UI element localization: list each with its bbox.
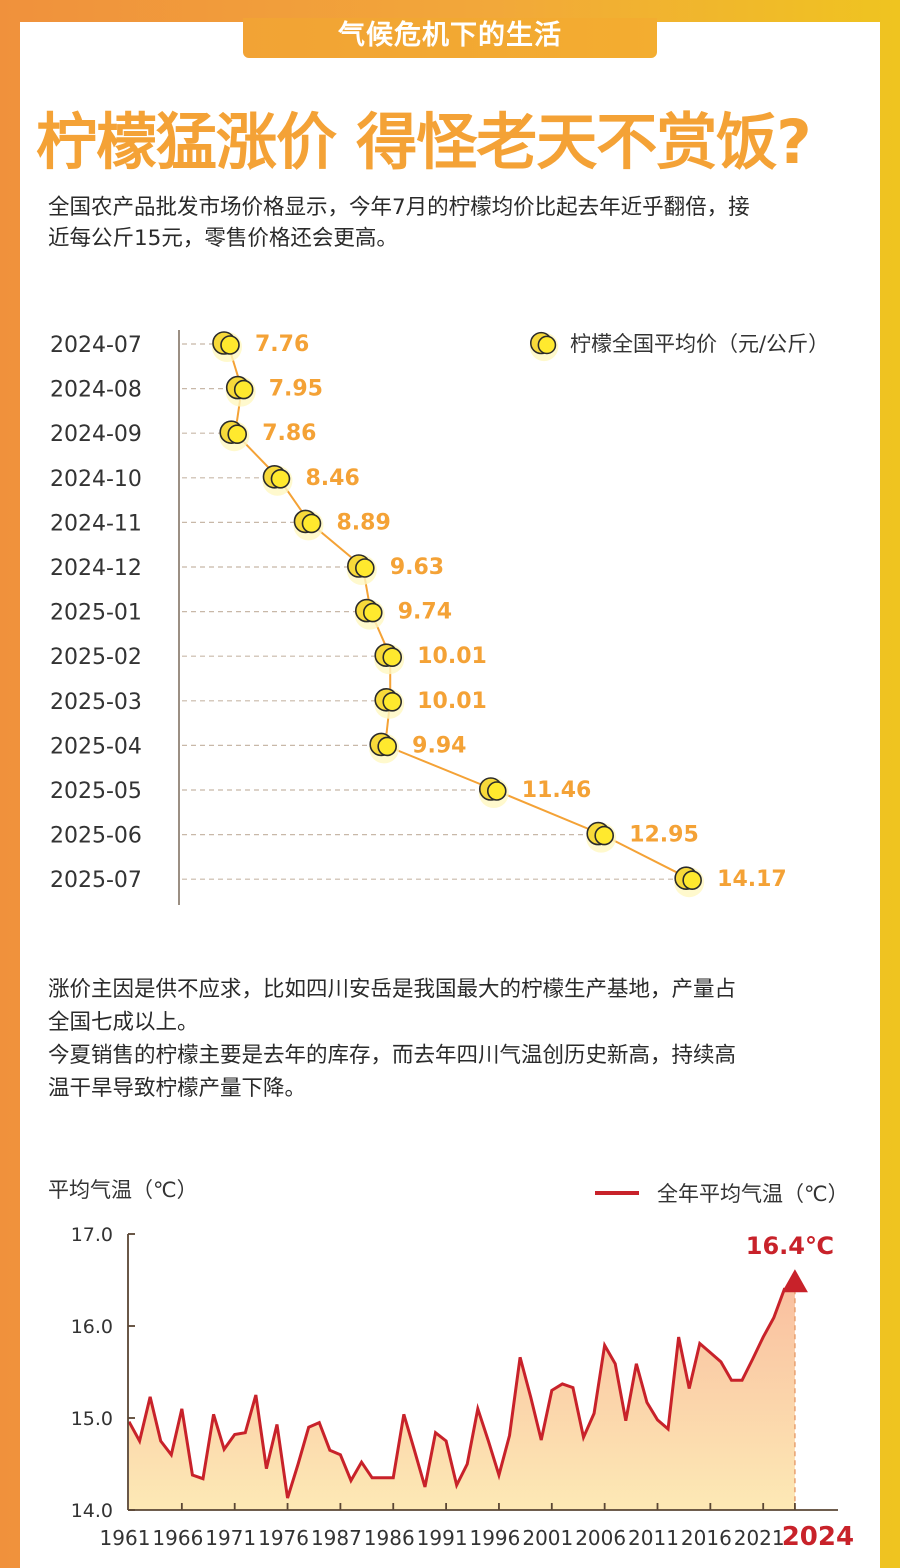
value-label: 9.74 — [398, 600, 452, 625]
lemon-front — [382, 647, 403, 668]
legend-lemon-icon — [529, 331, 559, 362]
lemon-front — [682, 870, 702, 891]
value-label: 7.86 — [262, 421, 316, 446]
lemon-front — [377, 736, 397, 757]
temp-line — [127, 1287, 795, 1499]
category-label: 2025-05 — [50, 779, 142, 804]
y-tick-label: 16.0 — [71, 1316, 113, 1338]
middle-text: 涨价主因是供不应求，比如四川安岳是我国最大的柠檬生产基地，产量占 全国七成以上。… — [48, 973, 848, 1105]
lemon-icon — [674, 866, 705, 898]
intro-text: 全国农产品批发市场价格显示，今年7月的柠檬均价比起去年近乎翻倍，接 近每公斤15… — [48, 192, 848, 254]
value-label: 7.76 — [255, 332, 309, 357]
category-label: 2024-07 — [50, 333, 142, 358]
x-tick-label: 2001 — [522, 1526, 573, 1550]
category-label: 2025-02 — [50, 645, 142, 670]
value-label: 9.63 — [390, 555, 444, 580]
x-tick-label: 1971 — [205, 1526, 256, 1550]
x-tick-label: 1991 — [417, 1526, 468, 1550]
lemon-icon — [374, 687, 405, 719]
infographic-card — [20, 22, 880, 1568]
x-tick-label: 1966 — [152, 1526, 203, 1550]
lemon-front — [233, 379, 254, 400]
lemon-front — [594, 825, 614, 846]
category-label: 2024-11 — [50, 511, 142, 536]
x-tick-label: 2016 — [681, 1526, 732, 1550]
value-label: 14.17 — [717, 867, 787, 892]
x-tick-label: 1987 — [311, 1526, 362, 1550]
y-tick-label: 17.0 — [71, 1224, 113, 1246]
lemon-front — [382, 691, 403, 712]
series-banner: 气候危机下的生活 — [243, 18, 657, 58]
lemon-icon — [369, 732, 400, 764]
lemon-legend-label: 柠檬全国平均价（元/公斤） — [570, 332, 829, 356]
y-tick-label: 14.0 — [71, 1500, 113, 1522]
up-arrow-icon — [781, 1269, 808, 1293]
lemon-icon — [293, 509, 324, 541]
value-label: 11.46 — [522, 778, 592, 803]
page-title: 柠檬猛涨价 得怪老天不赏饭? — [36, 107, 812, 178]
peak-annotation: 16.4℃ — [746, 1232, 834, 1260]
value-label: 7.95 — [269, 377, 323, 402]
x-tick-label: 1976 — [258, 1526, 309, 1550]
value-label: 12.95 — [629, 823, 699, 848]
lemon-front — [227, 424, 248, 444]
highlight-year-label: 2024 — [782, 1522, 854, 1552]
lemon-icon — [478, 777, 509, 808]
x-tick-label: 2006 — [575, 1526, 626, 1550]
category-label: 2024-10 — [50, 467, 142, 492]
temp-legend: 全年平均气温（℃） — [595, 1178, 849, 1208]
lemon-front — [220, 335, 240, 355]
temp-legend-label: 全年平均气温（℃） — [657, 1182, 849, 1206]
intro-line: 近每公斤15元，零售价格还会更高。 — [48, 226, 398, 251]
lemon-front — [301, 513, 322, 534]
x-tick-label: 1996 — [469, 1526, 520, 1550]
lemon-icon — [212, 331, 242, 362]
value-label: 8.46 — [305, 466, 359, 491]
x-tick-label: 2011 — [628, 1526, 679, 1550]
category-label: 2025-03 — [50, 690, 142, 715]
lemon-front — [270, 469, 291, 489]
middle-line: 温干旱导致柠檬产量下降。 — [48, 1076, 307, 1101]
middle-line: 今夏销售的柠檬主要是去年的库存，而去年四川气温创历史新高，持续高 — [48, 1043, 737, 1068]
middle-line: 全国七成以上。 — [48, 1010, 199, 1035]
category-label: 2025-01 — [50, 601, 142, 626]
lemon-price-chart: 2024-07 2024-08 2024-09 2024-10 2024-11 2024-… — [50, 330, 829, 905]
category-label: 2025-06 — [50, 824, 142, 849]
value-label: 9.94 — [412, 733, 466, 758]
lemon-front — [355, 558, 375, 578]
legend-line-swatch — [595, 1191, 639, 1195]
x-tick-label: 1961 — [100, 1526, 151, 1550]
y-tick-label: 15.0 — [71, 1408, 113, 1430]
lemon-icon — [346, 554, 377, 585]
lemon-icon — [225, 375, 256, 407]
lemon-icon — [262, 465, 293, 496]
value-label: 10.01 — [417, 644, 487, 669]
category-label: 2024-08 — [50, 378, 142, 403]
category-label: 2025-07 — [50, 868, 142, 893]
value-label: 10.01 — [417, 689, 487, 714]
category-label: 2025-04 — [50, 734, 142, 759]
intro-line: 全国农产品批发市场价格显示，今年7月的柠檬均价比起去年近乎翻倍，接 — [48, 195, 750, 220]
lemon-front — [537, 335, 557, 355]
category-label: 2024-12 — [50, 556, 142, 581]
lemon-front — [362, 602, 383, 623]
x-tick-label: 1986 — [364, 1526, 415, 1550]
temp-area — [129, 1289, 795, 1510]
lemon-icon — [374, 643, 405, 675]
lemon-icon — [586, 821, 617, 853]
category-label: 2024-09 — [50, 422, 142, 447]
temp-y-axis-label: 平均气温（℃） — [48, 1178, 198, 1202]
lemon-front — [486, 781, 507, 801]
middle-line: 涨价主因是供不应求，比如四川安岳是我国最大的柠檬生产基地，产量占 — [48, 977, 737, 1002]
value-label: 8.89 — [336, 510, 390, 535]
lemon-icon — [219, 420, 250, 452]
x-tick-label: 2021 — [734, 1526, 785, 1550]
lemon-icon — [354, 598, 385, 630]
